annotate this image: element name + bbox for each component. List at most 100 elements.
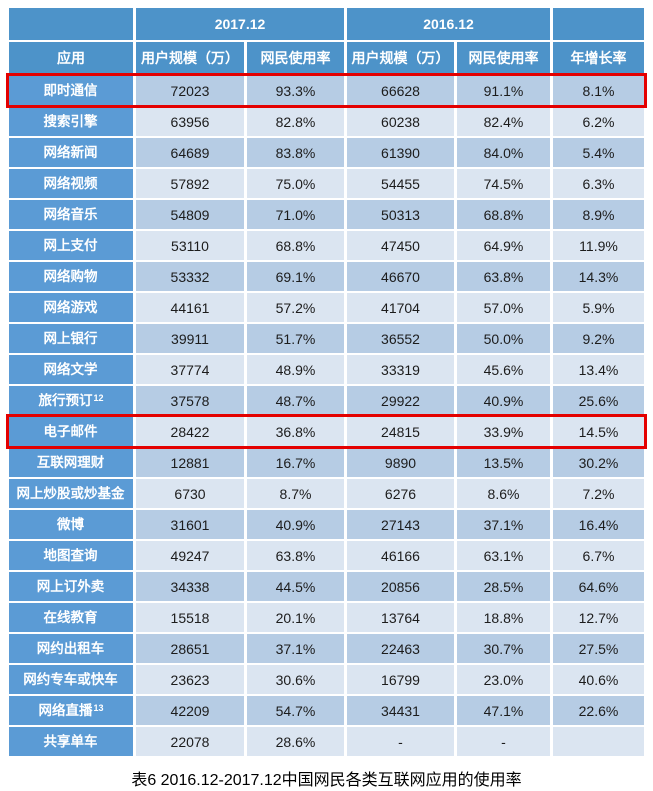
header-corner-left [9,8,133,40]
header-usage-rate-2017: 网民使用率 [247,42,344,74]
user-scale-2016-cell: 54455 [347,169,454,198]
usage-rate-2017-cell: 54.7% [247,696,344,725]
usage-rate-2017-cell: 51.7% [247,324,344,353]
app-name-label: 微博 [57,516,84,532]
user-scale-2016-cell: 6276 [347,479,454,508]
user-scale-2017-cell: 42209 [136,696,244,725]
app-name-cell: 网络文学 [9,355,133,384]
table-row: 旅行预订 12 37578 48.7% 29922 40.9% 25.6% [9,386,644,415]
annual-growth-cell: 27.5% [553,634,644,663]
table-row: 即时通信 72023 93.3% 66628 91.1% 8.1% [9,76,644,105]
user-scale-2017-cell: 54809 [136,200,244,229]
usage-rate-2017-cell: 30.6% [247,665,344,694]
header-annual-growth: 年增长率 [553,42,644,74]
user-scale-2017-cell: 15518 [136,603,244,632]
app-name-cell: 网络音乐 [9,200,133,229]
annual-growth-cell: 11.9% [553,231,644,260]
annual-growth-cell: 40.6% [553,665,644,694]
app-name-cell: 网上银行 [9,324,133,353]
usage-rate-2016-cell: 84.0% [457,138,550,167]
user-scale-2017-cell: 22078 [136,727,244,756]
app-name-label: 网约出租车 [36,640,105,656]
usage-rate-2016-cell: 63.8% [457,262,550,291]
annual-growth-cell: 6.2% [553,107,644,136]
annual-growth-cell: 6.7% [553,541,644,570]
usage-rate-2016-cell: 37.1% [457,510,550,539]
annual-growth-cell: 64.6% [553,572,644,601]
table-header-columns: 应用 用户规模（万） 网民使用率 用户规模（万） 网民使用率 年增长率 [9,42,644,74]
app-name-cell: 在线教育 [9,603,133,632]
usage-rate-2016-cell: 23.0% [457,665,550,694]
user-scale-2017-cell: 28422 [136,417,244,446]
annual-growth-cell: 8.1% [553,76,644,105]
user-scale-2017-cell: 37578 [136,386,244,415]
app-name-label: 网上炒股或炒基金 [16,485,125,501]
app-name-cell: 网约专车或快车 [9,665,133,694]
table-row: 共享单车 22078 28.6% - - [9,727,644,756]
user-scale-2016-cell: 27143 [347,510,454,539]
table-row: 网络游戏 44161 57.2% 41704 57.0% 5.9% [9,293,644,322]
usage-rate-2016-cell: 91.1% [457,76,550,105]
table-caption: 表6 2016.12-2017.12中国网民各类互联网应用的使用率 [131,772,522,789]
usage-rate-2016-cell: 64.9% [457,231,550,260]
user-scale-2017-cell: 12881 [136,448,244,477]
app-name-label: 网约专车或快车 [23,671,118,687]
usage-rate-2017-cell: 75.0% [247,169,344,198]
user-scale-2016-cell: 46670 [347,262,454,291]
app-name-label: 网络游戏 [43,299,98,315]
usage-rate-2016-cell: 33.9% [457,417,550,446]
app-name-cell: 互联网理财 [9,448,133,477]
user-scale-2017-cell: 6730 [136,479,244,508]
annual-growth-cell: 13.4% [553,355,644,384]
usage-rate-2017-cell: 40.9% [247,510,344,539]
app-name-label: 网络音乐 [43,206,98,222]
user-scale-2017-cell: 64689 [136,138,244,167]
app-name-label: 搜索引擎 [43,113,98,129]
table-body: 即时通信 72023 93.3% 66628 91.1% 8.1% 搜索引擎 6… [9,76,644,756]
app-name-label: 旅行预订 [38,392,93,408]
user-scale-2016-cell: - [347,727,454,756]
table-row: 网络文学 37774 48.9% 33319 45.6% 13.4% [9,355,644,384]
user-scale-2016-cell: 60238 [347,107,454,136]
usage-rate-2016-cell: 50.0% [457,324,550,353]
app-name-label: 网络文学 [43,361,98,377]
annual-growth-cell: 7.2% [553,479,644,508]
table-row: 网络购物 53332 69.1% 46670 63.8% 14.3% [9,262,644,291]
user-scale-2017-cell: 31601 [136,510,244,539]
table-row: 网络视频 57892 75.0% 54455 74.5% 6.3% [9,169,644,198]
usage-rate-2017-cell: 63.8% [247,541,344,570]
table-header-periods: 2017.12 2016.12 [9,8,644,40]
app-name-cell: 网络直播 13 [9,696,133,725]
app-name-cell: 微博 [9,510,133,539]
user-scale-2016-cell: 24815 [347,417,454,446]
annual-growth-cell: 14.5% [553,417,644,446]
table-row: 网约出租车 28651 37.1% 22463 30.7% 27.5% [9,634,644,663]
user-scale-2016-cell: 16799 [347,665,454,694]
table-row: 网上订外卖 34338 44.5% 20856 28.5% 64.6% [9,572,644,601]
table-row: 网络新闻 64689 83.8% 61390 84.0% 5.4% [9,138,644,167]
user-scale-2017-cell: 49247 [136,541,244,570]
user-scale-2016-cell: 66628 [347,76,454,105]
usage-rate-2017-cell: 44.5% [247,572,344,601]
usage-rate-2017-cell: 36.8% [247,417,344,446]
user-scale-2017-cell: 53110 [136,231,244,260]
app-name-label: 网上支付 [43,237,98,253]
usage-rate-2017-cell: 37.1% [247,634,344,663]
table-row: 搜索引擎 63956 82.8% 60238 82.4% 6.2% [9,107,644,136]
user-scale-2016-cell: 29922 [347,386,454,415]
annual-growth-cell [553,727,644,756]
usage-rate-2017-cell: 68.8% [247,231,344,260]
app-name-cell: 网上订外卖 [9,572,133,601]
table-row: 网约专车或快车 23623 30.6% 16799 23.0% 40.6% [9,665,644,694]
annual-growth-cell: 9.2% [553,324,644,353]
user-scale-2016-cell: 50313 [347,200,454,229]
app-name-cell: 网上支付 [9,231,133,260]
app-name-label: 共享单车 [43,733,98,749]
table-row: 互联网理财 12881 16.7% 9890 13.5% 30.2% [9,448,644,477]
app-name-label: 网络直播 [38,702,93,718]
usage-rate-2016-cell: 57.0% [457,293,550,322]
usage-rate-2016-cell: 82.4% [457,107,550,136]
table-row: 网络直播 13 42209 54.7% 34431 47.1% 22.6% [9,696,644,725]
app-name-cell: 共享单车 [9,727,133,756]
usage-rate-2017-cell: 16.7% [247,448,344,477]
